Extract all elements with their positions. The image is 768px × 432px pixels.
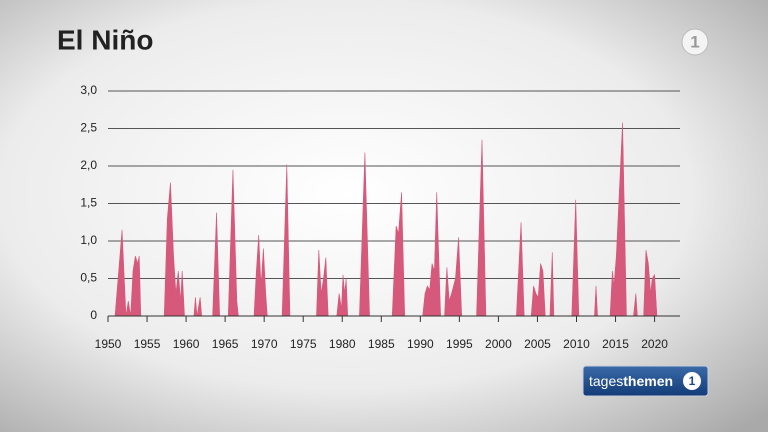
show-prefix: tages — [589, 373, 623, 389]
show-suffix: themen — [623, 373, 673, 389]
chart-title: El Niño — [57, 24, 153, 55]
show-logo-text: tagesthemen — [589, 373, 673, 389]
logo-text: 1 — [690, 32, 699, 51]
show-logo-circle — [683, 372, 701, 390]
y-tick-label: 0 — [90, 308, 97, 322]
x-tick-label: 1955 — [134, 337, 161, 351]
y-tick-label: 1,5 — [80, 196, 97, 210]
y-tick-label: 3,0 — [80, 83, 97, 97]
x-tick-label: 1995 — [446, 337, 473, 351]
x-tick-label: 1965 — [212, 337, 239, 351]
x-tick-label: 1990 — [407, 337, 434, 351]
x-tick-label: 1960 — [173, 337, 200, 351]
show-logo-channel: 1 — [689, 374, 696, 388]
y-tick-label: 1,0 — [80, 233, 97, 247]
x-tick-label: 2005 — [524, 337, 551, 351]
show-logo-box — [582, 365, 709, 397]
x-tick-label: 2010 — [563, 337, 590, 351]
show-logo: tagesthemen 1 — [582, 365, 709, 397]
x-tick-label: 2000 — [485, 337, 512, 351]
x-tick-label: 1975 — [290, 337, 317, 351]
x-tick-label: 2020 — [641, 337, 668, 351]
x-tick-label: 1980 — [329, 337, 356, 351]
y-tick-label: 2,0 — [80, 158, 97, 172]
y-tick-label: 0,5 — [80, 271, 97, 285]
x-tick-label: 1950 — [95, 337, 122, 351]
logo-circle — [681, 28, 709, 56]
y-tick-label: 2,5 — [80, 121, 97, 135]
x-tick-label: 1970 — [251, 337, 278, 351]
x-tick-label: 2015 — [602, 337, 629, 351]
x-tick-label: 1985 — [368, 337, 395, 351]
channel-logo: 1 — [681, 28, 709, 56]
